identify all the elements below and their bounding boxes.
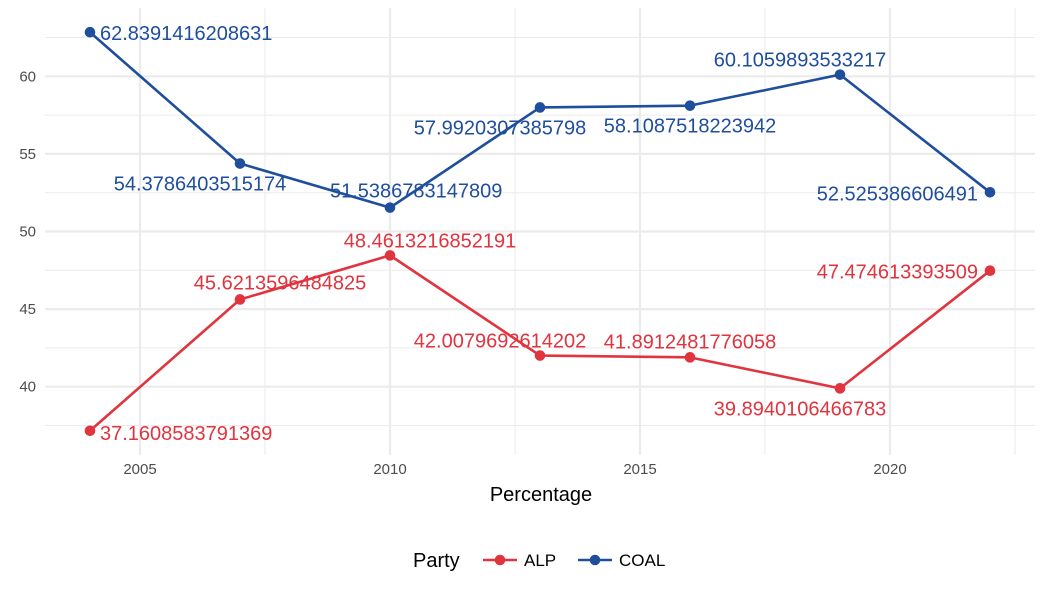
data-label-coal: 54.3786403515174 <box>114 174 286 196</box>
legend-marker-coal <box>589 554 601 566</box>
y-tick-label: 50 <box>19 224 36 241</box>
data-point-coal <box>84 26 96 38</box>
data-point-alp <box>834 383 846 394</box>
major-gridlines <box>45 8 1035 455</box>
legend-label-coal: COAL <box>619 551 665 570</box>
x-tick-label: 2015 <box>623 461 656 478</box>
data-label-alp: 37.1608583791369 <box>100 423 272 445</box>
data-label-alp: 45.6213596484825 <box>194 272 366 294</box>
x-tick-label: 2010 <box>373 461 406 478</box>
y-tick-label: 45 <box>19 301 36 318</box>
data-point-alp <box>234 294 246 305</box>
data-label-alp: 48.4613216852191 <box>344 230 516 252</box>
legend-items: ALP COAL <box>483 551 665 570</box>
data-point-coal <box>234 158 246 169</box>
data-label-coal: 52.525386606491 <box>817 183 978 205</box>
data-label-coal: 62.8391416208631 <box>100 23 272 45</box>
legend-marker-alp <box>494 554 506 566</box>
x-axis-title: Percentage <box>490 484 592 506</box>
data-point-coal <box>534 102 546 113</box>
legend: Party ALP COAL <box>413 550 665 572</box>
data-label-coal: 57.9920307385798 <box>414 117 586 139</box>
x-tick-label: 2020 <box>873 461 906 478</box>
data-point-coal <box>984 187 996 198</box>
data-label-coal: 51.5386783147809 <box>330 181 502 203</box>
data-point-alp <box>684 352 696 363</box>
data-point-alp <box>984 265 996 276</box>
legend-title: Party <box>413 550 460 572</box>
y-axis-tick-labels: 40 45 50 55 60 <box>19 68 36 395</box>
series-points <box>84 26 996 437</box>
data-point-coal <box>834 69 846 80</box>
data-label-coal: 58.1087518223942 <box>604 116 776 138</box>
data-label-alp: 39.8940106466783 <box>714 398 886 420</box>
data-point-alp <box>384 250 396 261</box>
x-tick-label: 2005 <box>123 461 156 478</box>
data-point-alp <box>84 425 96 437</box>
x-axis-tick-labels: 2005 2010 2015 2020 <box>123 461 906 478</box>
legend-label-alp: ALP <box>524 551 556 570</box>
y-tick-label: 40 <box>19 379 36 396</box>
data-point-alp <box>534 350 546 361</box>
data-point-coal <box>684 100 696 111</box>
data-labels: 37.1608583791369 45.6213596484825 48.46132… <box>100 23 978 445</box>
y-tick-label: 60 <box>19 68 36 85</box>
data-label-alp: 42.0079692614202 <box>414 331 586 353</box>
data-label-coal: 60.1059893533217 <box>714 50 886 72</box>
data-label-alp: 41.8912481776058 <box>604 331 776 353</box>
data-label-alp: 47.474613393509 <box>817 262 978 284</box>
y-tick-label: 55 <box>19 146 36 163</box>
data-point-coal <box>384 202 396 213</box>
minor-gridlines <box>45 8 1035 455</box>
